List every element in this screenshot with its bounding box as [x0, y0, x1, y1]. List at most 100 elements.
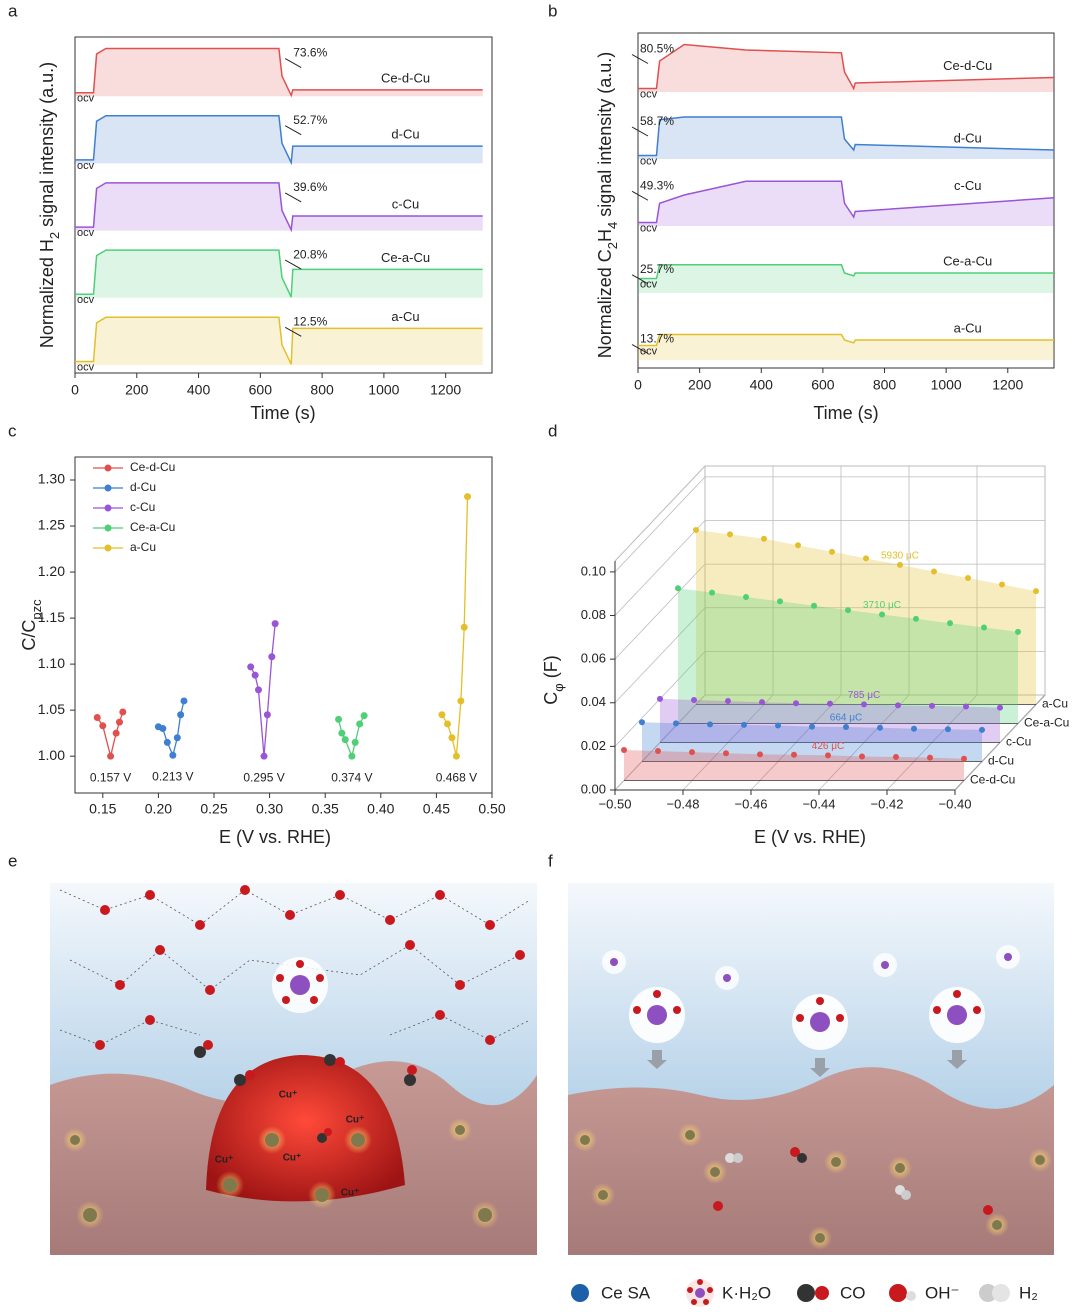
hydrated-k	[272, 957, 328, 1013]
point	[743, 594, 749, 601]
x-tick-label: −0.42	[871, 796, 904, 811]
panel-letter: f	[548, 851, 553, 870]
pointer	[284, 326, 302, 337]
y-axis-label-part: φ	[551, 683, 566, 691]
point	[351, 738, 359, 746]
hydrated-k	[602, 945, 1020, 1050]
legend-label: Ce-d-Cu	[130, 460, 175, 474]
charge-label: 3710 μC	[863, 600, 901, 611]
legend-icon	[797, 1284, 815, 1302]
point	[457, 697, 465, 705]
point-label: 0.213 V	[152, 769, 193, 783]
trace-fill	[638, 44, 1054, 92]
point	[761, 535, 767, 542]
trace-fill	[75, 250, 483, 298]
x-tick-label: 0.40	[367, 801, 394, 817]
baseline-label: ocv	[640, 155, 658, 167]
point-label: 0.374 V	[331, 770, 372, 784]
y-axis-label-part: signal intensity (a.u.)	[595, 52, 615, 222]
point	[741, 721, 747, 728]
cu-cluster	[206, 1055, 405, 1202]
point	[99, 722, 107, 730]
point	[464, 493, 472, 501]
legend-label: Ce-a-Cu	[130, 520, 175, 534]
x-tick-label: −0.40	[939, 796, 972, 811]
point-label: 0.295 V	[243, 770, 284, 784]
baseline-label: ocv	[77, 294, 95, 306]
percent-label: 12.5%	[293, 314, 327, 328]
pointer	[631, 190, 649, 201]
point	[961, 755, 967, 762]
y-axis-label-part: C	[541, 692, 561, 705]
y-tick-label: 1.10	[38, 655, 65, 671]
y-tick-label: 0.10	[581, 563, 606, 578]
series-label: c-Cu	[392, 196, 419, 211]
x-tick-label: 800	[873, 377, 897, 393]
percent-label: 20.8%	[293, 247, 327, 261]
x-tick-label: 0.30	[256, 801, 283, 817]
point	[927, 754, 933, 761]
point	[247, 663, 255, 671]
row-label: c-Cu	[1006, 735, 1031, 749]
series-label: Ce-d-Cu	[943, 58, 992, 73]
baseline-label: ocv	[77, 361, 95, 373]
ce-sites	[573, 1123, 1052, 1250]
point	[438, 711, 446, 719]
x-tick-label: 0.15	[89, 801, 116, 817]
y-tick-label: 1.25	[38, 517, 65, 533]
trace	[638, 43, 1055, 91]
legend-label: CO	[840, 1283, 866, 1302]
point	[965, 575, 971, 582]
point	[777, 598, 783, 605]
pointer	[631, 344, 649, 354]
pointer	[284, 192, 302, 203]
y-tick-label: 1.00	[38, 747, 65, 763]
cu-label: Cu⁺	[279, 1090, 298, 1101]
point-label: 0.468 V	[436, 770, 477, 784]
point	[709, 589, 715, 596]
point	[673, 720, 679, 727]
percent-label: 49.3%	[640, 178, 674, 192]
point	[254, 686, 262, 694]
point	[338, 729, 346, 737]
baseline-label: ocv	[640, 345, 658, 357]
y-tick-label: 1.30	[38, 471, 65, 487]
series-label: a-Cu	[954, 320, 982, 335]
legend-label: K·H₂O	[722, 1283, 771, 1302]
grid-line	[614, 563, 706, 660]
plot-frame	[637, 32, 1055, 369]
series-label: Ce-a-Cu	[381, 250, 430, 265]
x-tick-label: 200	[688, 377, 712, 393]
point	[268, 653, 276, 661]
trace	[75, 316, 483, 365]
point	[723, 750, 729, 757]
plane-fill	[696, 530, 1036, 705]
point	[979, 726, 985, 733]
x-axis-label: E (V vs. RHE)	[754, 827, 866, 847]
point	[452, 752, 460, 760]
y-axis-label-part: H	[595, 229, 615, 242]
point	[107, 752, 115, 760]
pointer	[284, 259, 302, 270]
point	[360, 712, 368, 720]
point	[112, 729, 120, 737]
point	[691, 696, 697, 703]
arrows	[647, 1050, 967, 1077]
co-molecules	[194, 1040, 417, 1143]
trace-fill	[638, 117, 1054, 159]
row-label: Ce-a-Cu	[1024, 716, 1069, 730]
pointer	[631, 54, 649, 64]
water-molecules	[95, 885, 525, 1050]
point	[845, 607, 851, 614]
x-tick-label: 1200	[992, 377, 1023, 393]
legend-icon	[979, 1284, 997, 1302]
percent-label: 58.7%	[640, 114, 674, 128]
legend-label: a-Cu	[130, 540, 156, 554]
grid-line	[614, 476, 706, 573]
percent-label: 25.7%	[640, 262, 674, 276]
y-tick-label: 0.04	[581, 694, 606, 709]
point	[757, 751, 763, 758]
plane-fill	[678, 588, 1018, 724]
point	[947, 620, 953, 627]
legend-marker	[104, 484, 112, 492]
